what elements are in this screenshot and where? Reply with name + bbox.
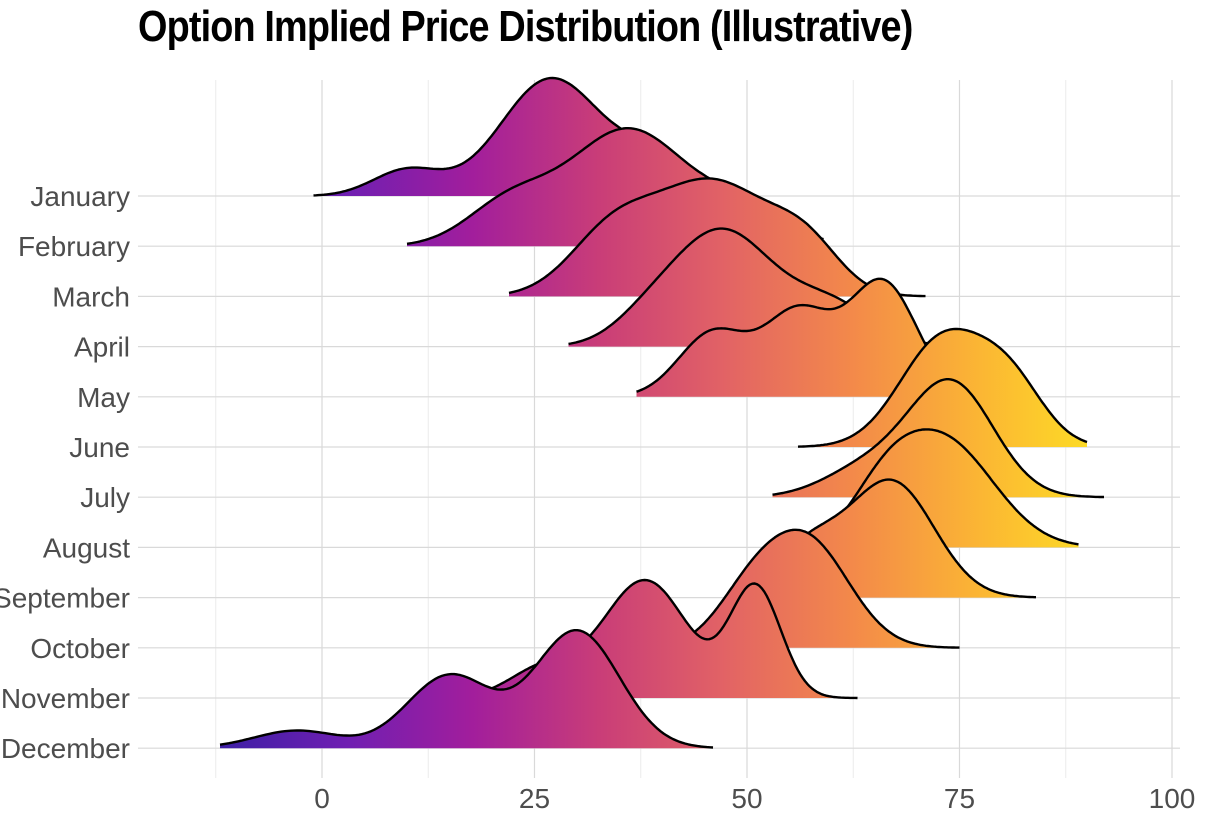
y-tick-label: October (30, 633, 130, 664)
chart-title: Option Implied Price Distribution (Illus… (138, 2, 913, 51)
y-tick-label: March (52, 281, 130, 312)
ridge-fill (636, 278, 926, 397)
x-axis-labels: 0 25 50 75 100 (314, 783, 1195, 814)
ridge-outline (219, 629, 714, 749)
ridge-outline (636, 277, 927, 393)
x-tick-label: 100 (1149, 783, 1196, 814)
ridge-fill (220, 630, 713, 749)
y-tick-label: June (69, 432, 130, 463)
ridge-outline (508, 177, 926, 298)
ridge-outline (661, 528, 960, 649)
ridge-outline (797, 327, 1088, 448)
y-tick-label: January (30, 181, 130, 212)
y-tick-label: February (18, 231, 130, 262)
x-tick-label: 25 (519, 783, 550, 814)
ridges (219, 76, 1104, 749)
ridge-outline (772, 378, 1104, 499)
y-tick-label: May (77, 382, 130, 413)
y-tick-label: December (1, 733, 130, 764)
y-tick-label: August (43, 532, 130, 563)
ridge-may (636, 277, 927, 397)
y-tick-label: April (74, 332, 130, 363)
ridge-outline (822, 428, 1079, 546)
y-tick-label: July (80, 482, 130, 513)
ridge-december (219, 629, 714, 749)
x-tick-label: 0 (314, 783, 330, 814)
x-tick-label: 50 (731, 783, 762, 814)
y-tick-label: September (0, 583, 130, 614)
x-tick-label: 75 (944, 783, 975, 814)
y-axis-labels: January February March April May June July Augu… (0, 181, 130, 764)
ridge-outline (771, 478, 1036, 599)
y-tick-label: November (1, 683, 130, 714)
